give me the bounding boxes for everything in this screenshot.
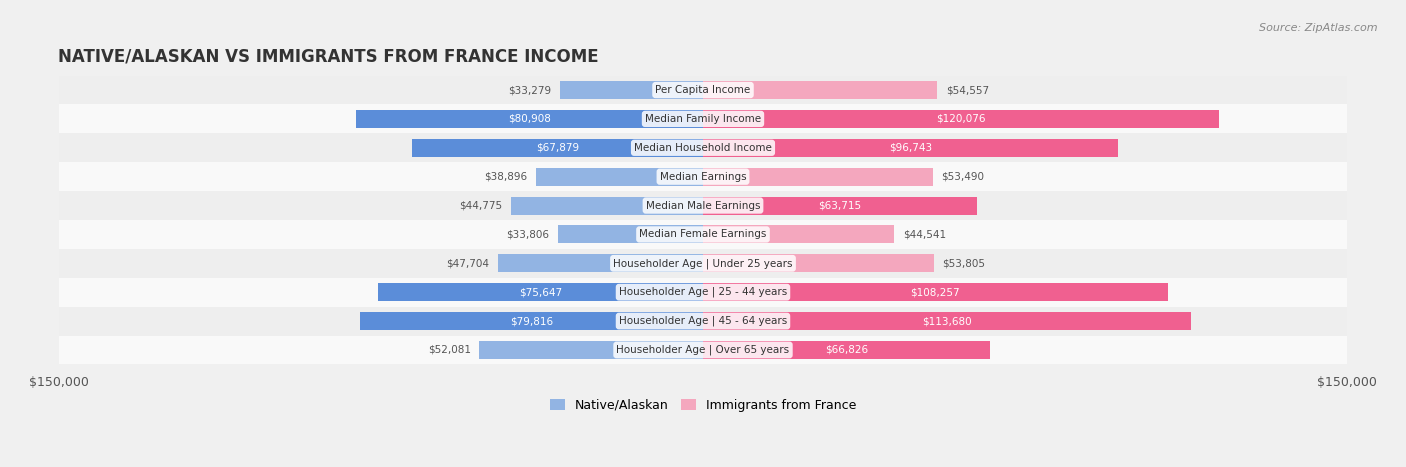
Text: $113,680: $113,680 <box>922 316 972 326</box>
Bar <box>558 226 703 243</box>
Text: Householder Age | 25 - 44 years: Householder Age | 25 - 44 years <box>619 287 787 297</box>
Text: Median Household Income: Median Household Income <box>634 143 772 153</box>
Bar <box>510 197 703 214</box>
Text: Per Capita Income: Per Capita Income <box>655 85 751 95</box>
Text: $96,743: $96,743 <box>889 143 932 153</box>
Bar <box>59 307 1347 335</box>
Bar <box>378 283 703 301</box>
Bar <box>703 226 894 243</box>
Text: Median Earnings: Median Earnings <box>659 172 747 182</box>
Bar <box>703 110 1219 128</box>
Bar <box>356 110 703 128</box>
Text: $66,826: $66,826 <box>825 345 868 355</box>
Text: Householder Age | 45 - 64 years: Householder Age | 45 - 64 years <box>619 316 787 326</box>
Bar <box>59 335 1347 364</box>
Bar <box>412 139 703 157</box>
Text: $44,775: $44,775 <box>458 200 502 211</box>
Bar <box>59 278 1347 307</box>
Text: Median Female Earnings: Median Female Earnings <box>640 229 766 240</box>
Text: $52,081: $52,081 <box>427 345 471 355</box>
Bar <box>360 312 703 330</box>
Text: $67,879: $67,879 <box>536 143 579 153</box>
Text: $108,257: $108,257 <box>911 287 960 297</box>
Text: $53,805: $53,805 <box>942 258 986 269</box>
Text: Median Family Income: Median Family Income <box>645 114 761 124</box>
Text: Median Male Earnings: Median Male Earnings <box>645 200 761 211</box>
Legend: Native/Alaskan, Immigrants from France: Native/Alaskan, Immigrants from France <box>544 394 862 417</box>
Bar <box>59 134 1347 162</box>
Text: $79,816: $79,816 <box>510 316 553 326</box>
Bar <box>703 341 990 359</box>
Bar <box>703 283 1168 301</box>
Text: $38,896: $38,896 <box>484 172 527 182</box>
Bar <box>498 255 703 272</box>
Bar <box>703 197 977 214</box>
Text: $54,557: $54,557 <box>946 85 988 95</box>
Bar <box>59 162 1347 191</box>
Text: Source: ZipAtlas.com: Source: ZipAtlas.com <box>1260 23 1378 33</box>
Text: $120,076: $120,076 <box>936 114 986 124</box>
Bar <box>59 220 1347 249</box>
Bar <box>703 139 1118 157</box>
Text: Householder Age | Under 25 years: Householder Age | Under 25 years <box>613 258 793 269</box>
Text: $75,647: $75,647 <box>519 287 562 297</box>
Bar <box>59 76 1347 105</box>
Bar <box>560 81 703 99</box>
Bar <box>59 249 1347 278</box>
Bar <box>703 81 938 99</box>
Text: $80,908: $80,908 <box>508 114 551 124</box>
Text: $53,490: $53,490 <box>941 172 984 182</box>
Bar <box>59 191 1347 220</box>
Text: $33,806: $33,806 <box>506 229 550 240</box>
Bar <box>59 105 1347 134</box>
Bar <box>703 312 1191 330</box>
Bar <box>479 341 703 359</box>
Text: $47,704: $47,704 <box>447 258 489 269</box>
Bar <box>703 168 932 185</box>
Bar <box>536 168 703 185</box>
Bar <box>703 255 934 272</box>
Text: $44,541: $44,541 <box>903 229 946 240</box>
Text: $33,279: $33,279 <box>509 85 551 95</box>
Text: $63,715: $63,715 <box>818 200 862 211</box>
Text: Householder Age | Over 65 years: Householder Age | Over 65 years <box>616 345 790 355</box>
Text: NATIVE/ALASKAN VS IMMIGRANTS FROM FRANCE INCOME: NATIVE/ALASKAN VS IMMIGRANTS FROM FRANCE… <box>58 48 599 66</box>
